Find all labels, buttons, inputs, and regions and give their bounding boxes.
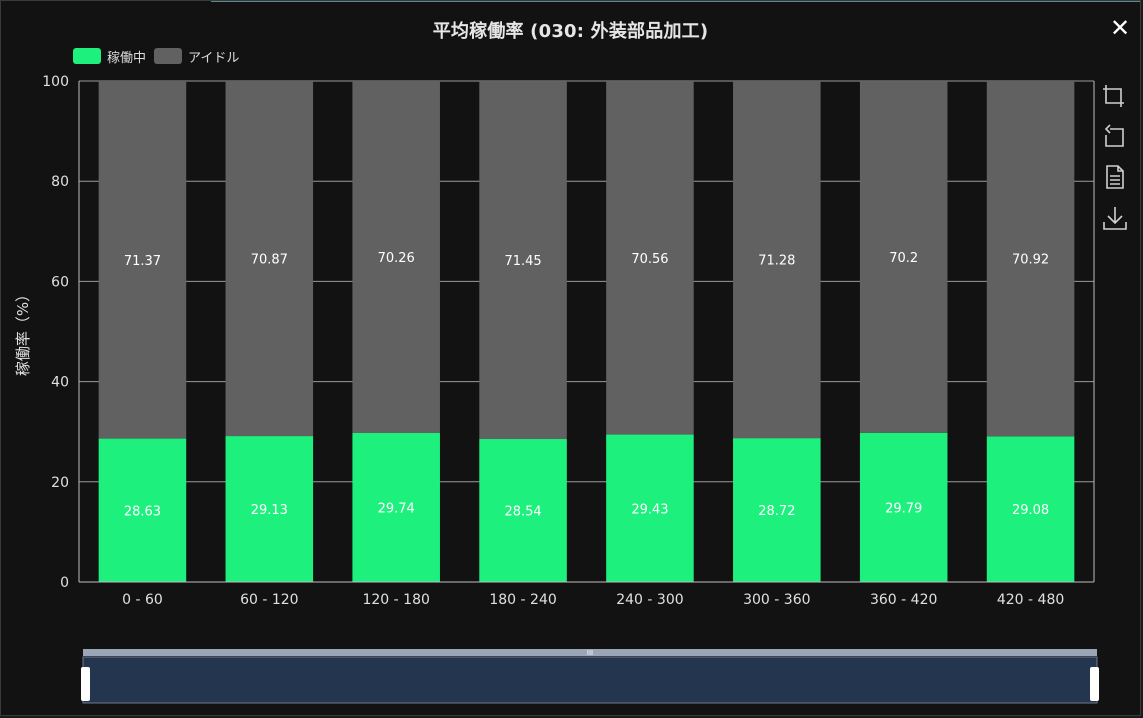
bar-active[interactable]	[352, 433, 440, 582]
bar-active[interactable]	[859, 432, 948, 582]
legend-label-active: 稼働中	[107, 50, 147, 66]
zoom-reset-icon[interactable]	[1101, 122, 1129, 150]
data-label-idle: 70.2	[889, 251, 918, 266]
data-label-idle: 70.26	[378, 251, 415, 266]
bar-active[interactable]	[479, 439, 567, 582]
legend: 稼働中 アイドル	[73, 45, 239, 67]
y-axis-label: 稼働率（%）	[14, 287, 32, 376]
bar-active[interactable]	[606, 434, 694, 582]
save-image-icon[interactable]	[1101, 204, 1129, 232]
legend-label-idle: アイドル	[188, 50, 240, 66]
window-top-border	[211, 1, 1140, 2]
data-label-idle: 70.87	[251, 253, 288, 268]
data-view-icon[interactable]	[1101, 163, 1129, 191]
data-label-idle: 71.45	[504, 254, 541, 269]
bar-active[interactable]	[225, 436, 314, 582]
data-label-active: 29.79	[885, 501, 922, 516]
x-tick-label: 120 - 180	[362, 592, 429, 608]
data-zoom-handle-left[interactable]	[81, 667, 90, 701]
data-label-active: 29.74	[378, 502, 415, 517]
y-tick-label: 40	[51, 375, 69, 391]
legend-swatch-active	[73, 48, 101, 64]
bar-idle[interactable]	[225, 81, 314, 437]
bar-idle[interactable]	[859, 81, 948, 433]
bar-idle[interactable]	[606, 81, 694, 435]
y-tick-label: 20	[51, 475, 69, 491]
bar-idle[interactable]	[733, 81, 821, 439]
data-label-active: 28.63	[124, 504, 161, 519]
data-zoom-slider[interactable]: III	[81, 649, 1099, 705]
bar-active[interactable]	[733, 438, 821, 582]
bar-idle[interactable]	[98, 81, 187, 439]
x-tick-label: 60 - 120	[240, 592, 299, 608]
bar-chart: 0 20 40 60 80 100 稼働率（%） 28.63 71.37 0 - 60 29.13 7…	[14, 74, 1095, 608]
bar-idle[interactable]	[479, 81, 567, 440]
y-tick-label: 80	[51, 174, 69, 190]
data-zoom-grip-icon[interactable]: III	[587, 649, 593, 657]
x-tick-label: 420 - 480	[997, 592, 1064, 608]
legend-item-idle[interactable]: アイドル	[154, 47, 239, 66]
data-label-active: 29.13	[251, 503, 288, 518]
bar-active[interactable]	[986, 436, 1075, 582]
data-label-idle: 71.28	[758, 254, 795, 269]
bar-idle[interactable]	[352, 81, 440, 434]
x-tick-label: 180 - 240	[489, 592, 556, 608]
y-tick-label: 0	[60, 575, 69, 591]
legend-swatch-idle	[154, 48, 183, 64]
data-label-idle: 70.56	[631, 252, 668, 267]
x-tick-label: 300 - 360	[743, 592, 810, 608]
data-label-idle: 71.37	[124, 254, 161, 269]
legend-item-active[interactable]: 稼働中	[73, 47, 146, 66]
toolbox	[1101, 81, 1129, 245]
x-tick-label: 360 - 420	[870, 592, 937, 608]
data-label-active: 28.72	[758, 504, 795, 519]
x-tick-label: 240 - 300	[616, 592, 683, 608]
data-label-active: 28.54	[504, 505, 541, 520]
data-label-idle: 70.92	[1012, 253, 1049, 268]
close-icon[interactable]: ✕	[1109, 14, 1131, 42]
bar-active[interactable]	[98, 438, 187, 582]
x-tick-label: 0 - 60	[122, 592, 163, 608]
zoom-icon[interactable]	[1101, 81, 1129, 109]
y-tick-label: 60	[51, 274, 69, 290]
data-label-active: 29.43	[631, 502, 668, 517]
data-zoom-range-bar[interactable]	[83, 649, 1097, 656]
y-tick-label: 100	[42, 74, 69, 90]
bar-idle[interactable]	[986, 81, 1075, 437]
data-zoom-handle-right[interactable]	[1090, 667, 1099, 701]
data-zoom-track	[82, 656, 1098, 704]
data-label-active: 29.08	[1012, 503, 1049, 518]
chart-title: 平均稼働率 (030: 外装部品加工)	[432, 21, 709, 42]
